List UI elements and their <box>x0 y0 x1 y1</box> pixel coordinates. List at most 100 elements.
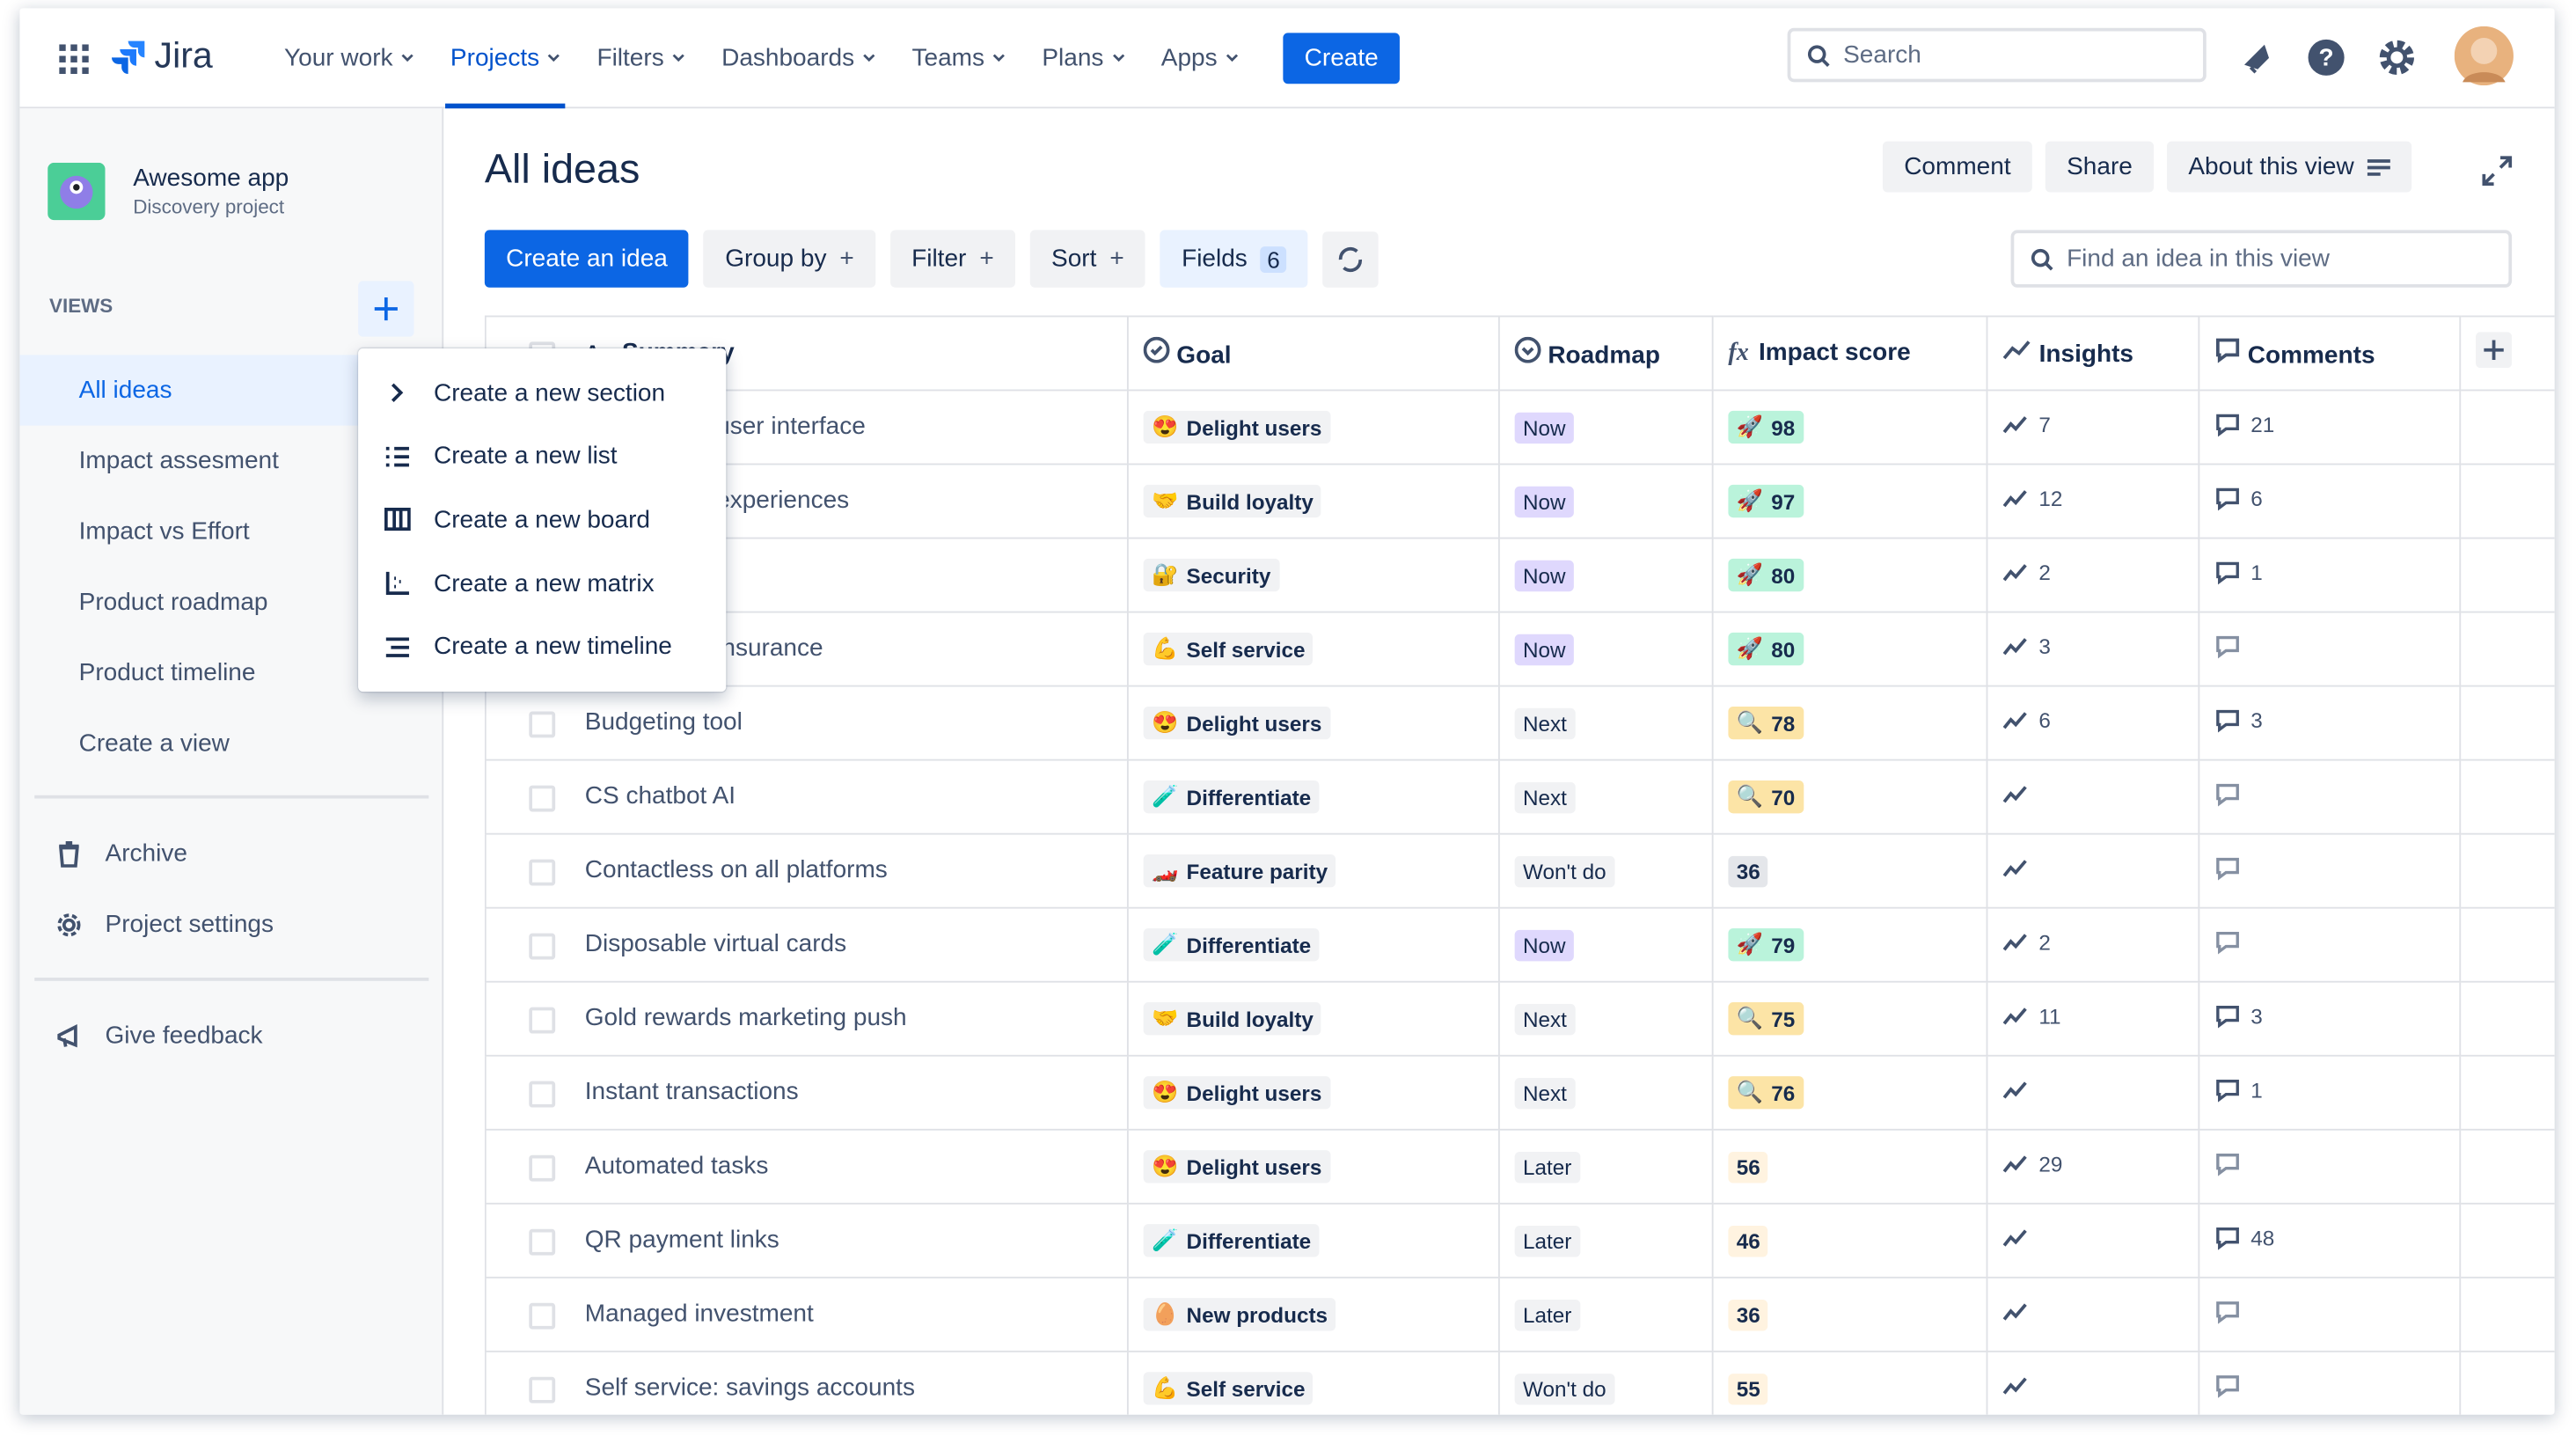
sidebar-link[interactable]: Archive <box>19 818 442 889</box>
nav-item[interactable]: Your work <box>269 8 428 106</box>
search-box[interactable]: Search <box>1787 27 2206 83</box>
checkbox[interactable] <box>529 1227 556 1255</box>
autosort-button[interactable] <box>1322 231 1379 287</box>
insights-count: 12 <box>2038 487 2063 512</box>
avatar[interactable] <box>2454 26 2514 86</box>
action-button[interactable]: Comment <box>1882 141 2032 193</box>
roadmap-lozenge: Won't do <box>1514 1373 1614 1404</box>
insights-cell: 29 <box>1986 1128 2200 1205</box>
feedback-link[interactable]: Give feedback <box>19 1000 442 1071</box>
idea-row[interactable]: Instant transactions 😍 Delight users Next 🔍 7… <box>484 1054 2555 1131</box>
checkbox[interactable] <box>529 932 556 959</box>
view-item[interactable]: Impact assesment <box>19 426 442 496</box>
checkbox[interactable] <box>529 1301 556 1329</box>
settings-icon[interactable] <box>2377 38 2417 77</box>
comments-cell: 1 <box>2198 537 2462 613</box>
insights-cell: 7 <box>1986 389 2200 465</box>
column-header: Goal <box>1126 315 1500 392</box>
app-switcher[interactable] <box>59 44 89 75</box>
sidebar-link[interactable]: Project settings <box>19 889 442 959</box>
idea-row[interactable]: Self service: savings accounts 💪 Self serv… <box>484 1350 2555 1415</box>
idea-row[interactable]: Budgeting tool 😍 Delight users Next 🔍 78 6 3 <box>484 685 2555 761</box>
find-idea-input[interactable]: Find an idea in this view <box>2010 230 2513 288</box>
create-view-menu: Create a new section Create a new list Cre… <box>358 348 727 693</box>
notifications-icon[interactable] <box>2241 41 2273 74</box>
impact-lozenge: 🔍 70 <box>1728 780 1804 814</box>
idea-row[interactable]: Automated tasks 😍 Delight users Later 56 29 <box>484 1128 2555 1205</box>
add-column[interactable] <box>2459 315 2555 392</box>
nav-item[interactable]: Filters <box>582 8 700 106</box>
nav-item[interactable]: Plans <box>1028 8 1140 106</box>
nav-item[interactable]: Teams <box>897 8 1021 106</box>
summary: Automated tasks <box>584 1152 769 1181</box>
idea-row[interactable]: user interface 😍 Delight users Now 🚀 98 7 21 <box>484 389 2555 465</box>
impact-emoji: 🚀 <box>1736 561 1763 587</box>
summary: Instant transactions <box>584 1078 799 1107</box>
fields-button[interactable]: Fields 6 <box>1160 230 1308 288</box>
checkbox[interactable] <box>529 1375 556 1403</box>
checkbox[interactable] <box>529 858 556 885</box>
expand-glyph <box>2482 156 2513 187</box>
idea-row[interactable]: Disposable virtual cards 🧪 Differentiate No… <box>484 906 2555 983</box>
insights-cell <box>1986 1054 2200 1131</box>
view-item[interactable]: Create a view <box>19 708 442 779</box>
idea-row[interactable]: Gold rewards marketing push 🤝 Build loyalt… <box>484 980 2555 1057</box>
idea-row[interactable]: 🔐 Security Now 🚀 80 2 1 <box>484 537 2555 613</box>
checkbox[interactable] <box>529 1154 556 1181</box>
idea-row[interactable]: experiences 🤝 Build loyalty Now 🚀 97 12 6 <box>484 463 2555 539</box>
goal-lozenge: 💪 Self service <box>1143 1372 1314 1405</box>
action-button[interactable]: About this view <box>2167 141 2412 193</box>
checkbox[interactable] <box>529 1080 556 1107</box>
comments-cell <box>2198 1276 2462 1352</box>
menu-item[interactable]: Create a new board <box>358 488 726 552</box>
nav-item[interactable]: Projects <box>435 8 575 109</box>
create-idea-button[interactable]: Create an idea <box>484 230 690 288</box>
goal-cell: 😍 Delight users <box>1126 389 1500 465</box>
action-button[interactable]: Share <box>2045 141 2155 193</box>
roadmap-lozenge: Next <box>1514 780 1576 813</box>
view-item[interactable]: Product timeline <box>19 638 442 708</box>
goal-emoji: 🔐 <box>1151 561 1179 587</box>
toolbar-button[interactable]: Group by + <box>703 230 876 288</box>
idea-row[interactable]: QR payment links 🧪 Differentiate Later 46 48 <box>484 1202 2555 1279</box>
nav-create-wrap: Create <box>1260 32 1400 84</box>
view-icon <box>57 1023 77 1047</box>
view-item[interactable]: Impact vs Effort <box>19 496 442 567</box>
menu-item[interactable]: Create a new section <box>358 362 726 425</box>
help-icon[interactable]: ? <box>2307 38 2346 77</box>
empty-cell <box>2459 685 2555 761</box>
summary: Gold rewards marketing push <box>584 1004 907 1033</box>
idea-row[interactable]: Managed investment 🥚 New products Later 36 <box>484 1276 2555 1352</box>
goal-label: Feature parity <box>1186 858 1328 883</box>
insights-cell <box>1986 1202 2200 1279</box>
idea-row[interactable]: insurance 💪 Self service Now 🚀 80 3 <box>484 611 2555 687</box>
view-item[interactable]: Product roadmap <box>19 567 442 637</box>
comments-icon <box>2216 782 2239 806</box>
menu-item[interactable]: Create a new timeline <box>358 615 726 678</box>
add-view-button[interactable] <box>358 281 414 337</box>
empty-cell <box>2459 1128 2555 1205</box>
menu-item[interactable]: Create a new list <box>358 425 726 488</box>
comments-icon <box>2215 338 2240 363</box>
impact-lozenge: 🔍 75 <box>1728 1002 1804 1036</box>
menu-icon <box>2367 158 2390 175</box>
comments <box>2214 855 2241 880</box>
checkbox[interactable] <box>529 1006 556 1033</box>
nav-item[interactable]: Dashboards <box>706 8 890 106</box>
expand-icon[interactable] <box>2481 155 2514 196</box>
toolbar-button[interactable]: Sort + <box>1029 230 1146 288</box>
checkbox[interactable] <box>529 784 556 811</box>
create-button[interactable]: Create <box>1283 32 1400 84</box>
roadmap-lozenge: Next <box>1514 1002 1576 1035</box>
roadmap-cell: Next <box>1497 980 1714 1057</box>
fields-count: 6 <box>1260 245 1287 273</box>
nav-item[interactable]: Apps <box>1146 8 1254 106</box>
checkbox[interactable] <box>529 710 556 737</box>
idea-row[interactable]: Contactless on all platforms 🏎️ Feature pa… <box>484 832 2555 909</box>
menu-item-label: Create a new list <box>433 443 618 471</box>
toolbar-button[interactable]: Filter + <box>889 230 1015 288</box>
insights-cell <box>1986 1350 2200 1415</box>
idea-row[interactable]: CS chatbot AI 🧪 Differentiate Next 🔍 70 <box>484 758 2555 835</box>
menu-item[interactable]: Create a new matrix <box>358 552 726 615</box>
view-label: All ideas <box>78 376 172 405</box>
